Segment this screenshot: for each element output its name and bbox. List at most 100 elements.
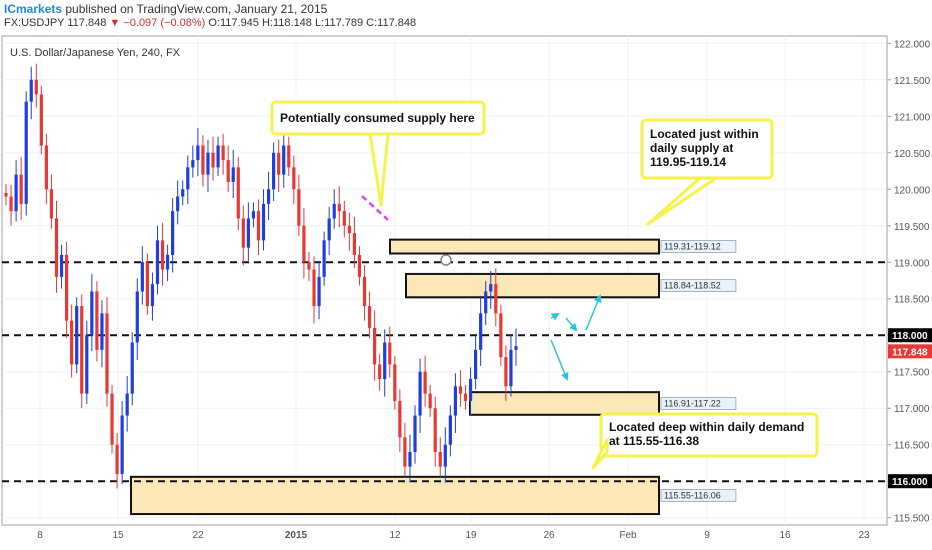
down-arrow-icon: ▼ — [109, 17, 121, 29]
candle-body — [266, 189, 271, 204]
candle-body — [226, 160, 230, 182]
zone-label: 119.31-119.12 — [664, 242, 721, 252]
zone-box — [389, 238, 660, 255]
candle-body — [332, 203, 336, 219]
cyan-arrow-2 — [565, 317, 578, 332]
candle-body — [211, 152, 215, 168]
candle-body — [282, 145, 286, 175]
grid — [2, 36, 887, 525]
overlays — [361, 195, 602, 381]
candle-body — [150, 284, 155, 307]
x-tick-label: 12 — [389, 530, 401, 541]
candle-body — [216, 145, 220, 168]
candle-body — [494, 284, 498, 314]
candle-body — [176, 196, 180, 212]
candle-body — [44, 145, 48, 190]
x-tick-label: 2015 — [285, 530, 308, 541]
symbol-line: FX:USDJPY 117.848 ▼ −0.097 (−0.08%) O:11… — [4, 17, 416, 29]
candle-body — [29, 79, 33, 102]
candle-body — [85, 335, 89, 394]
y-tick-label: 119.500 — [894, 222, 930, 233]
zone-label: 116.91-117.22 — [664, 398, 721, 408]
annotation-callout-tail — [368, 132, 390, 207]
ohlc-values: O:117.945 H:118.148 L:117.789 C:117.848 — [208, 17, 417, 29]
candle-body — [14, 174, 18, 212]
callouts: Potentially consumed supply here Located … — [270, 100, 819, 470]
zone-label: 115.55-116.06 — [664, 490, 721, 500]
candle-body — [105, 313, 109, 394]
candle-body — [160, 240, 165, 270]
candle-body — [413, 415, 417, 453]
candle-body — [408, 452, 412, 467]
x-tick-label: 26 — [543, 530, 555, 541]
x-tick-label: 8 — [37, 530, 43, 541]
zone-box — [130, 475, 660, 516]
candle-body — [236, 167, 240, 219]
candle-body — [453, 386, 458, 416]
price-change: −0.097 (−0.08%) — [123, 17, 206, 29]
price-labels: 118.000 117.848 116.000 — [888, 328, 932, 489]
candle-body — [246, 218, 250, 248]
annotation-callout-box — [599, 412, 819, 458]
candle-body — [468, 379, 473, 401]
time-axis: 8 15 22 2015 12 19 26 Feb 9 16 23 — [37, 530, 870, 541]
candle-body — [39, 94, 43, 146]
candle-body — [292, 167, 296, 190]
cyan-arrow-4 — [550, 339, 569, 381]
annotation-callout-tail — [646, 176, 718, 226]
annotation-text: Potentially consumed supply here — [280, 111, 475, 125]
candle-body — [49, 189, 54, 219]
candle-body — [75, 306, 79, 365]
candle-body — [171, 211, 175, 255]
candle-body — [484, 291, 488, 314]
candle-body — [206, 152, 210, 175]
y-tick-label: 119.000 — [894, 258, 930, 269]
candle-body — [125, 393, 129, 416]
price-chart[interactable]: 119.31-119.12 118.84-118.52 116.91-117.22 1… — [0, 32, 932, 550]
candle-body — [181, 189, 185, 197]
annotation-text: 119.95-119.14 — [650, 155, 726, 169]
candle-body — [438, 452, 442, 467]
x-tick-label: 9 — [704, 530, 710, 541]
y-tick-label: 121.000 — [894, 112, 931, 123]
candle-body — [277, 152, 281, 175]
candles — [4, 63, 518, 489]
zones: 119.31-119.12 118.84-118.52 116.91-117.22 1… — [130, 238, 737, 516]
brand-link[interactable]: ICmarkets — [4, 2, 63, 16]
zone-label-box — [660, 279, 737, 293]
candle-body — [100, 313, 104, 350]
candle-body — [196, 145, 200, 161]
candle-body — [418, 371, 422, 416]
cyan-arrow-1 — [550, 313, 560, 321]
y-tick-label: 117.500 — [894, 368, 930, 379]
candle-body — [261, 203, 266, 241]
candle-body — [362, 276, 367, 307]
candle-body — [70, 320, 74, 365]
candle-body — [448, 415, 452, 445]
y-tick-label: 118.500 — [894, 295, 930, 306]
candle-body — [145, 262, 149, 307]
x-tick-label: 23 — [858, 530, 870, 541]
trendline-dashed — [361, 195, 389, 221]
candle-body — [428, 393, 432, 409]
candle-body — [504, 357, 508, 387]
y-tick-label: 115.500 — [894, 514, 930, 525]
candle-body — [201, 145, 205, 175]
candle-body — [297, 189, 301, 226]
candle-body — [474, 349, 478, 380]
price-label-box — [888, 474, 932, 489]
candle-body — [165, 254, 170, 270]
candle-body — [458, 386, 463, 394]
x-tick-label: 19 — [465, 530, 477, 541]
y-tick-label: 117.000 — [894, 404, 930, 415]
candle-body — [393, 364, 397, 401]
price-label-box — [888, 328, 932, 343]
candle-body — [403, 437, 407, 467]
candle-body — [337, 203, 341, 212]
annotation-text: at 115.55-116.38 — [609, 434, 699, 448]
candle-body — [130, 342, 134, 394]
candle-body — [287, 145, 291, 168]
annotation-callout-tail — [591, 438, 609, 470]
candle-body — [155, 240, 160, 285]
